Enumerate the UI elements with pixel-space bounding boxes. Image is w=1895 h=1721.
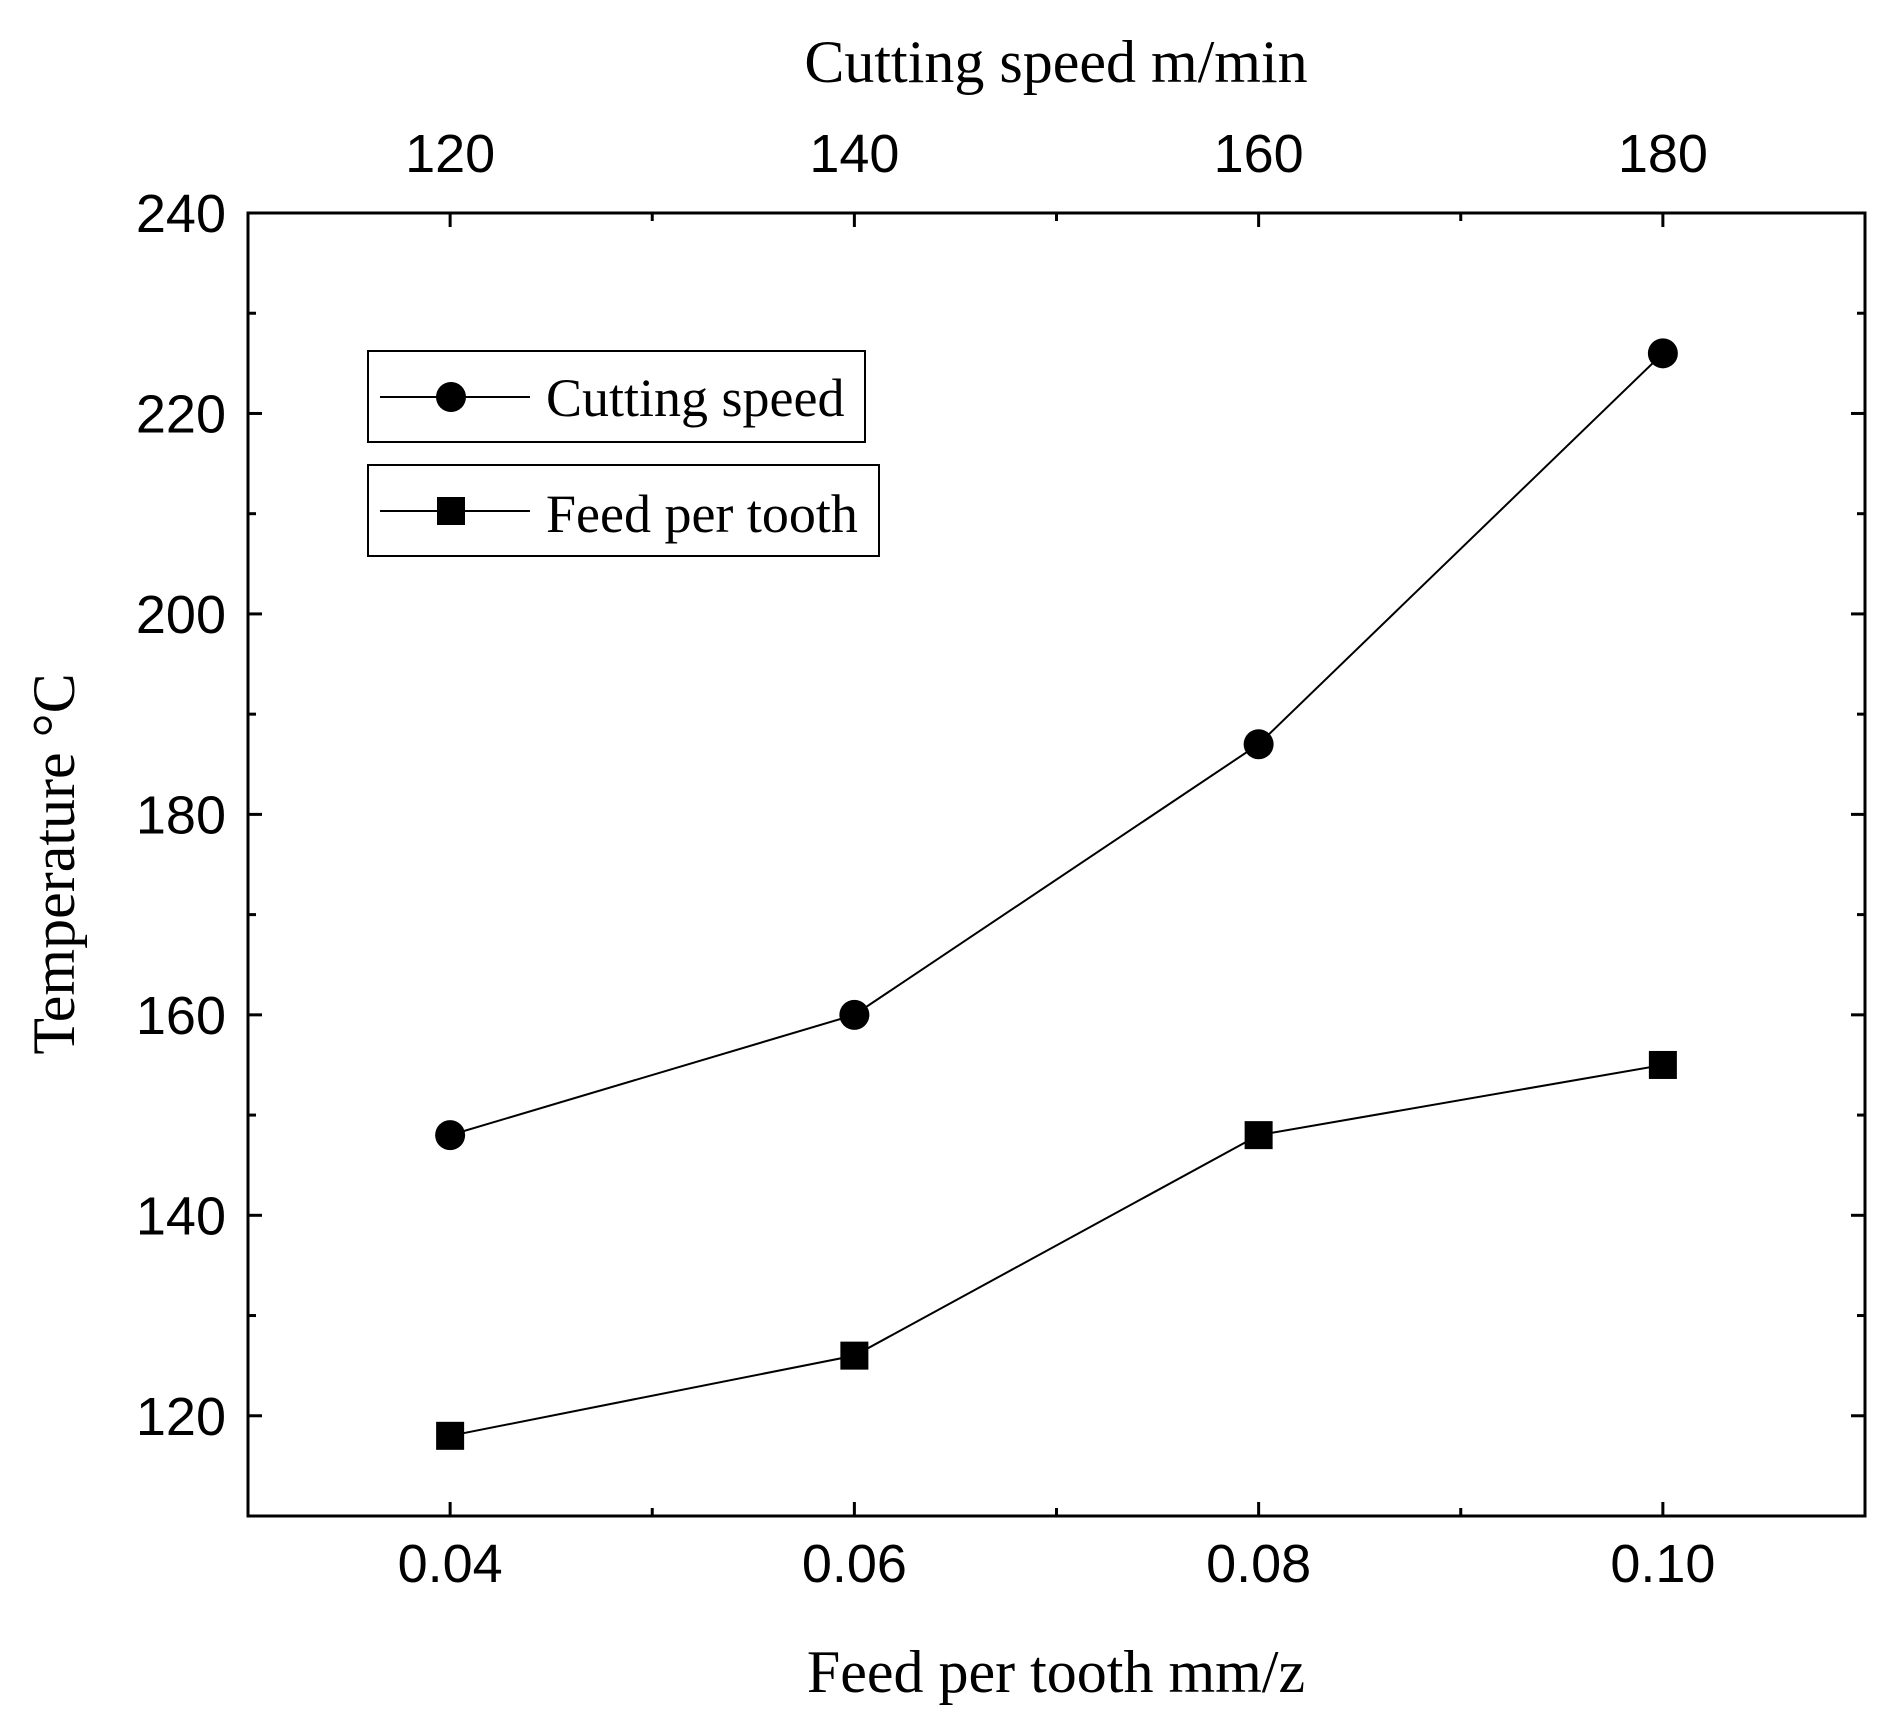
data-point-feed-per-tooth-0 (436, 1421, 465, 1450)
legend-marker-cutting-speed (436, 382, 466, 412)
x-bottom-tick-label-1: 0.06 (802, 1534, 907, 1594)
ticks (248, 211, 1865, 1516)
legend-label-feed-per-tooth: Feed per tooth (546, 484, 858, 544)
x-bottom-tick-labels: 0.04 0.06 0.08 0.10 (398, 1534, 1716, 1594)
data-point-feed-per-tooth-1 (840, 1341, 869, 1370)
legend: Cutting speed Feed per tooth (367, 350, 880, 557)
y-tick-label-120: 120 (136, 1387, 226, 1447)
legend-marker-feed-per-tooth (437, 497, 465, 525)
data-point-cutting-speed-2 (1243, 729, 1274, 760)
x-bottom-axis-title: Feed per tooth mm/z (807, 1639, 1305, 1705)
data-point-cutting-speed-3 (1647, 338, 1678, 369)
data-point-cutting-speed-1 (839, 999, 870, 1030)
data-point-feed-per-tooth-3 (1648, 1050, 1677, 1079)
series-line-cutting-speed (449, 352, 1664, 1137)
y-tick-label-200: 200 (136, 585, 226, 645)
data-point-cutting-speed-0 (435, 1120, 466, 1151)
legend-label-cutting-speed: Cutting speed (546, 368, 844, 428)
x-bottom-tick-label-0: 0.04 (398, 1534, 503, 1594)
y-tick-label-220: 220 (136, 384, 226, 444)
y-axis-title: Temperature °C (21, 673, 87, 1054)
x-top-tick-label-1: 140 (809, 124, 899, 184)
series (435, 338, 1678, 1450)
x-bottom-tick-label-3: 0.10 (1610, 1534, 1715, 1594)
x-bottom-tick-label-2: 0.08 (1206, 1534, 1311, 1594)
y-tick-label-160: 160 (136, 986, 226, 1046)
y-tick-label-180: 180 (136, 785, 226, 845)
y-tick-labels: 120 140 160 180 200 220 240 (136, 184, 226, 1447)
data-point-feed-per-tooth-2 (1244, 1121, 1273, 1150)
y-tick-label-140: 140 (136, 1186, 226, 1246)
x-top-tick-label-3: 180 (1618, 124, 1708, 184)
x-top-tick-labels: 120 140 160 180 (405, 124, 1708, 184)
y-tick-label-240: 240 (136, 184, 226, 244)
x-top-tick-label-2: 160 (1214, 124, 1304, 184)
series-line-feed-per-tooth (449, 1063, 1664, 1437)
x-top-tick-label-0: 120 (405, 124, 495, 184)
x-top-axis-title: Cutting speed m/min (804, 29, 1307, 95)
